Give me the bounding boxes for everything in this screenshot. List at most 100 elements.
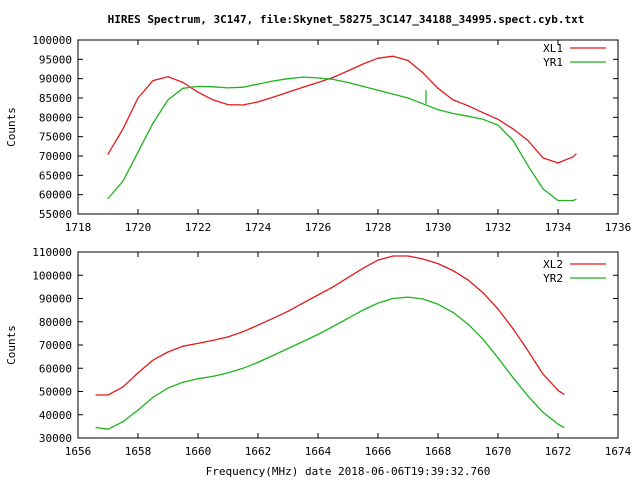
data-point [257, 83, 259, 85]
data-point [512, 328, 514, 330]
data-point [407, 59, 409, 62]
x-tick-label: 1730 [425, 221, 452, 234]
data-point [467, 105, 469, 107]
x-tick-label: 1720 [125, 221, 152, 234]
data-point [437, 303, 439, 305]
data-point [362, 85, 364, 87]
y-tick-label: 60000 [39, 189, 72, 202]
data-point [152, 122, 154, 124]
data-point [122, 128, 124, 130]
y-tick-label: 110000 [32, 246, 72, 259]
data-point [197, 378, 199, 380]
data-point [572, 199, 574, 202]
data-point [122, 421, 124, 423]
y-tick-label: 50000 [39, 386, 72, 399]
x-tick-label: 1734 [545, 221, 572, 234]
data-point [377, 57, 379, 59]
x-tick-label: 1736 [605, 221, 632, 234]
data-point [137, 372, 139, 374]
x-tick-label: 1656 [65, 445, 92, 458]
data-point [302, 86, 304, 88]
y-axis-label: Counts [5, 325, 18, 365]
legend-label: XL1 [543, 42, 563, 55]
data-point [227, 87, 229, 89]
x-tick-label: 1670 [485, 445, 512, 458]
legend-label: YR1 [543, 56, 563, 69]
data-point [512, 139, 514, 142]
series-line-xl1 [107, 55, 577, 164]
x-tick-label: 1666 [365, 445, 392, 458]
data-point [452, 270, 454, 272]
data-point [197, 91, 199, 93]
data-point [362, 309, 364, 311]
data-point [317, 77, 319, 79]
data-point [212, 339, 214, 341]
data-point [512, 377, 514, 379]
data-point [563, 393, 565, 395]
data-point [167, 387, 169, 389]
data-point [317, 333, 319, 336]
data-point [407, 97, 409, 99]
y-tick-label: 65000 [39, 169, 72, 182]
data-point [467, 279, 469, 281]
y-tick-label: 80000 [39, 316, 72, 329]
data-point [212, 375, 214, 377]
data-point [557, 162, 559, 164]
data-point [137, 409, 139, 411]
data-point [182, 81, 184, 84]
data-point [167, 99, 169, 101]
data-point [482, 118, 484, 120]
data-point [527, 395, 529, 397]
data-point [182, 345, 184, 347]
data-point [452, 112, 454, 115]
data-point [482, 292, 484, 294]
data-point [182, 87, 184, 89]
x-tick-label: 1668 [425, 445, 452, 458]
plot-frame [77, 39, 619, 215]
x-tick-label: 1732 [485, 221, 512, 234]
data-point [107, 394, 109, 396]
data-point [542, 188, 544, 190]
data-point [332, 76, 334, 79]
data-point [227, 336, 229, 338]
data-point [152, 359, 154, 361]
x-tick-label: 1660 [185, 445, 212, 458]
data-point [257, 361, 259, 363]
data-point [575, 153, 577, 155]
y-tick-label: 100000 [32, 34, 72, 47]
data-point [227, 372, 229, 374]
legend-label: YR2 [543, 272, 563, 285]
data-point [437, 87, 439, 89]
data-point [287, 310, 289, 312]
data-point [272, 80, 274, 82]
data-point [437, 109, 439, 111]
y-tick-label: 70000 [39, 339, 72, 352]
data-point [272, 96, 274, 98]
y-tick-label: 80000 [39, 111, 72, 124]
data-point [242, 367, 244, 369]
data-point [287, 78, 289, 80]
data-point [242, 86, 244, 88]
data-point [497, 124, 499, 126]
data-point [347, 277, 349, 279]
data-point [332, 78, 334, 80]
data-point [167, 351, 169, 353]
data-point [422, 103, 424, 105]
data-point [95, 394, 97, 396]
data-point [107, 197, 109, 200]
data-point [377, 89, 379, 91]
data-point [482, 338, 484, 340]
data-point [497, 357, 499, 359]
data-point [572, 156, 574, 158]
data-point [347, 70, 349, 72]
data-point [542, 157, 544, 159]
y-tick-label: 90000 [39, 73, 72, 86]
data-point [332, 286, 334, 288]
y-tick-label: 100000 [32, 269, 72, 282]
x-tick-label: 1718 [65, 221, 92, 234]
data-point [242, 104, 244, 106]
bottom-panel: 30000 40000 50000 60000 70000 80000 90000 10000… [5, 246, 632, 478]
y-tick-label: 85000 [39, 92, 72, 105]
data-point [212, 99, 214, 101]
